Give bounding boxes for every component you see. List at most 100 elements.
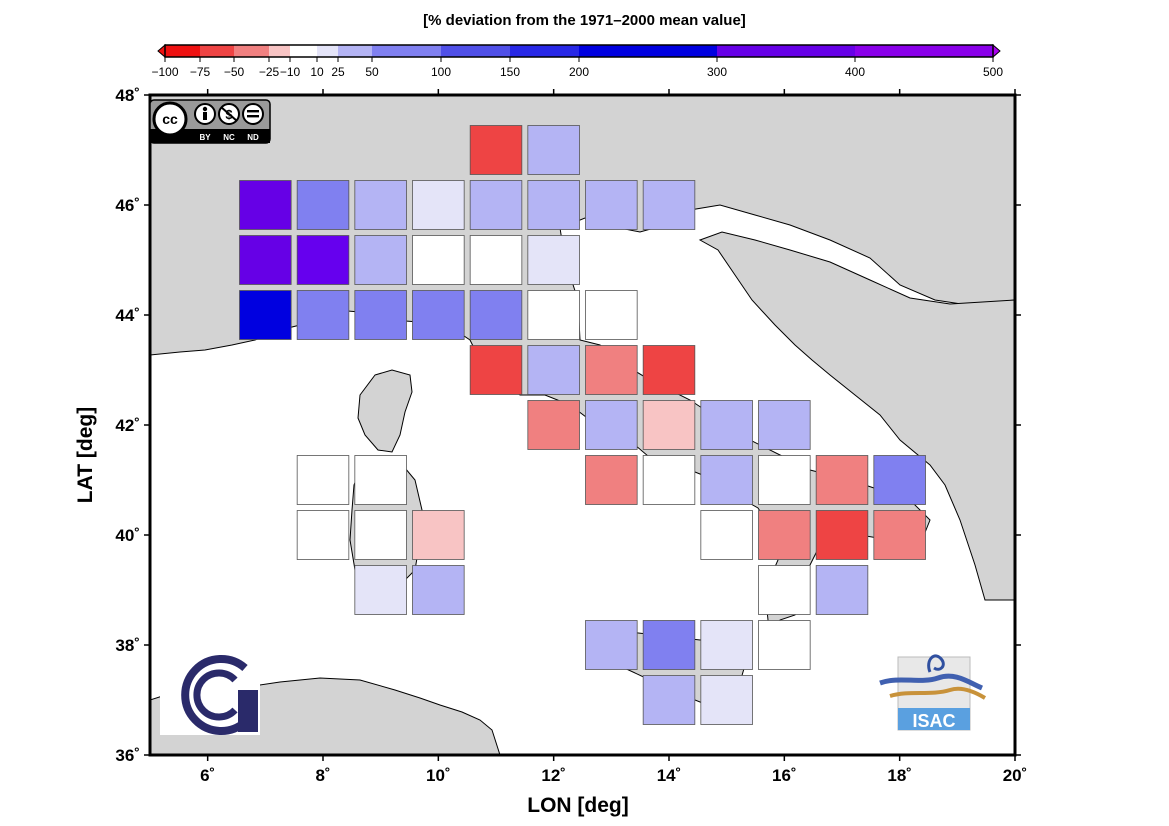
y-tick-label: 36˚ (115, 746, 140, 765)
colorbar-bin (579, 45, 717, 57)
colorbar-bin (269, 45, 290, 57)
x-tick-label: 16˚ (772, 766, 797, 785)
anomaly-cells (239, 125, 926, 725)
grid-cell (527, 345, 580, 395)
cc-nd-label: ND (247, 133, 259, 142)
grid-cell (815, 455, 869, 505)
y-axis-title: LAT [deg] (74, 407, 97, 503)
colorbar-tick-label: −100 (151, 65, 178, 79)
grid-cell (412, 510, 465, 560)
y-tick-label: 46˚ (115, 196, 140, 215)
grid-cell (642, 345, 696, 395)
grid-cell (815, 565, 869, 615)
grid-cell (585, 290, 638, 340)
grid-cell (642, 400, 696, 450)
grid-cell (469, 345, 523, 395)
grid-cell (758, 565, 811, 615)
colorbar-tick-label: 50 (365, 65, 379, 79)
grid-cell (758, 400, 811, 450)
grid-cell (354, 565, 407, 615)
colorbar-tick-label: 300 (707, 65, 727, 79)
grid-cell (527, 400, 580, 450)
grid-cell (239, 235, 292, 285)
isac-wave-orange-icon (889, 686, 987, 700)
grid-cell (873, 455, 926, 505)
colorbar-bin (855, 45, 993, 57)
grid-cell (296, 455, 350, 505)
grid-cell (642, 180, 696, 230)
grid-cell (354, 180, 407, 230)
colorbar-tick-label: 150 (500, 65, 520, 79)
colorbar-bin (317, 45, 338, 57)
grid-cell (758, 620, 811, 670)
x-axis-title: LON [deg] (527, 794, 628, 817)
grid-cell (296, 180, 350, 230)
colorbar-high-end (992, 43, 1001, 59)
map-area (150, 95, 1015, 755)
grid-cell (815, 510, 869, 560)
colorbar-tick-label: 400 (845, 65, 865, 79)
x-tick-label: 12˚ (541, 766, 566, 785)
grid-cell (585, 345, 638, 395)
grid-cell (527, 180, 580, 230)
colorbar-title: [% deviation from the 1971–2000 mean val… (423, 12, 746, 29)
grid-cell (354, 235, 407, 285)
grid-cell (296, 510, 350, 560)
grid-cell (585, 455, 638, 505)
colorbar-ticks: −100 −75 −50 −25 −10 10 25 50 100 150 200 300 400 500 (151, 57, 1003, 79)
isac-swirl-icon (927, 654, 945, 673)
y-tick-label: 40˚ (115, 526, 140, 545)
cnr-bar-icon (238, 690, 258, 732)
colorbar-bin (441, 45, 510, 57)
grid-cell (700, 675, 753, 725)
isac-label: ISAC (912, 711, 955, 731)
x-tick-label: 14˚ (657, 766, 682, 785)
colorbar-bin (717, 45, 855, 57)
grid-cell (642, 455, 696, 505)
colorbar-bin (234, 45, 269, 57)
colorbar-low-end (157, 43, 166, 59)
grid-cell (758, 510, 811, 560)
grid-cell (469, 235, 523, 285)
colorbar-bin (372, 45, 441, 57)
x-tick-label: 10˚ (426, 766, 451, 785)
y-tick-label: 44˚ (115, 306, 140, 325)
y-tick-label: 42˚ (115, 416, 140, 435)
x-tick-label: 6˚ (200, 766, 215, 785)
grid-cell (642, 620, 696, 670)
y-tick-label: 38˚ (115, 636, 140, 655)
grid-cell (412, 180, 465, 230)
land-corsica (357, 369, 413, 453)
grid-cell (354, 455, 407, 505)
cnr-logo (160, 650, 260, 735)
cc-circle-icon (152, 101, 188, 137)
colorbar-tick-label: −25 (259, 65, 280, 79)
colorbar-tick-label: −50 (224, 65, 245, 79)
cnr-outer-arc-icon (181, 655, 248, 735)
colorbar-tick-label: −10 (280, 65, 301, 79)
cc-symbol-icon: cc (162, 111, 178, 127)
grid-cell (585, 180, 638, 230)
grid-cell (296, 235, 350, 285)
grid-cell (700, 620, 753, 670)
grid-cell (758, 455, 811, 505)
isac-logo: ISAC (879, 654, 987, 731)
grid-cell (700, 455, 753, 505)
nd-icon (242, 103, 264, 125)
grid-cell (527, 235, 580, 285)
colorbar-tick-label: −75 (190, 65, 211, 79)
land-balkans (698, 231, 1015, 601)
cc-nc-label: NC (223, 133, 235, 142)
grid-cell (412, 235, 465, 285)
isac-wave-blue-icon (879, 673, 984, 691)
grid-cell (354, 510, 407, 560)
grid-cell (700, 400, 753, 450)
grid-cell (354, 290, 407, 340)
colorbar-tick-label: 10 (310, 65, 324, 79)
colorbar-bin (338, 45, 372, 57)
cc-by-label: BY (199, 133, 211, 142)
grid-cell (585, 620, 638, 670)
colorbar-bin (165, 45, 200, 57)
y-tick-label: 48˚ (115, 86, 140, 105)
